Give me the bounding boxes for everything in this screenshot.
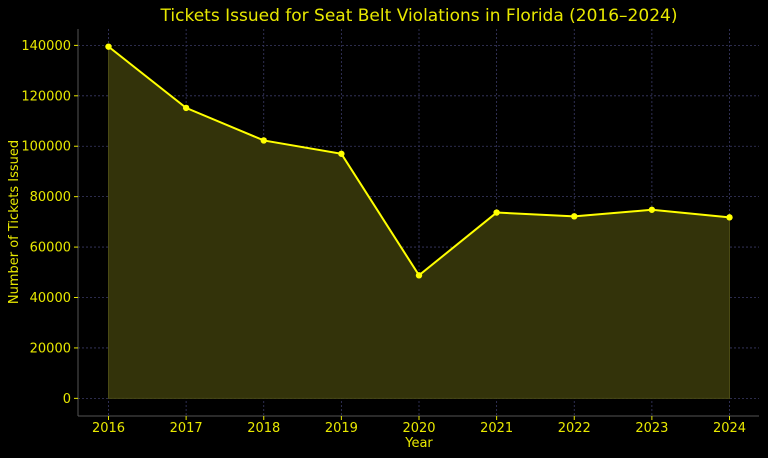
data-point-2020 [415,272,423,279]
x-tick-label-2024: 2024 [713,421,746,436]
x-tick-label-2023: 2023 [635,421,668,436]
chart-title: Tickets Issued for Seat Belt Violations … [160,6,678,26]
x-tick-label-2020: 2020 [402,421,435,436]
data-point-2017 [182,104,190,112]
data-point-2022 [571,213,578,220]
y-tick-label-2: 40000 [30,291,71,306]
data-point-2021 [493,209,500,216]
data-points [105,43,733,279]
y-tick-label-6: 120000 [21,89,71,104]
x-tick-label-2016: 2016 [92,421,125,436]
x-axis-label: Year [404,436,433,451]
y-tick-label-1: 20000 [30,341,71,356]
y-tick-label-7: 140000 [21,39,71,54]
data-point-2024 [726,214,733,221]
y-tick-label-3: 60000 [30,241,71,256]
y-tick-label-5: 100000 [21,140,71,155]
data-point-2018 [260,137,267,144]
x-tick-label-2021: 2021 [480,421,513,436]
data-point-2019 [338,150,345,157]
y-tick-label-0: 0 [63,392,71,407]
data-point-2016 [105,43,112,50]
x-tick-label-2017: 2017 [170,421,203,436]
tick-labels: 0 20000 40000 60000 80000 100000 120000 140000 2… [21,39,746,436]
y-tick-label-4: 80000 [30,190,71,205]
x-tick-label-2019: 2019 [325,421,358,436]
data-point-2023 [648,206,656,213]
x-tick-label-2022: 2022 [558,421,591,436]
y-axis-label: Number of Tickets Issued [7,140,22,304]
x-tick-label-2018: 2018 [247,421,280,436]
